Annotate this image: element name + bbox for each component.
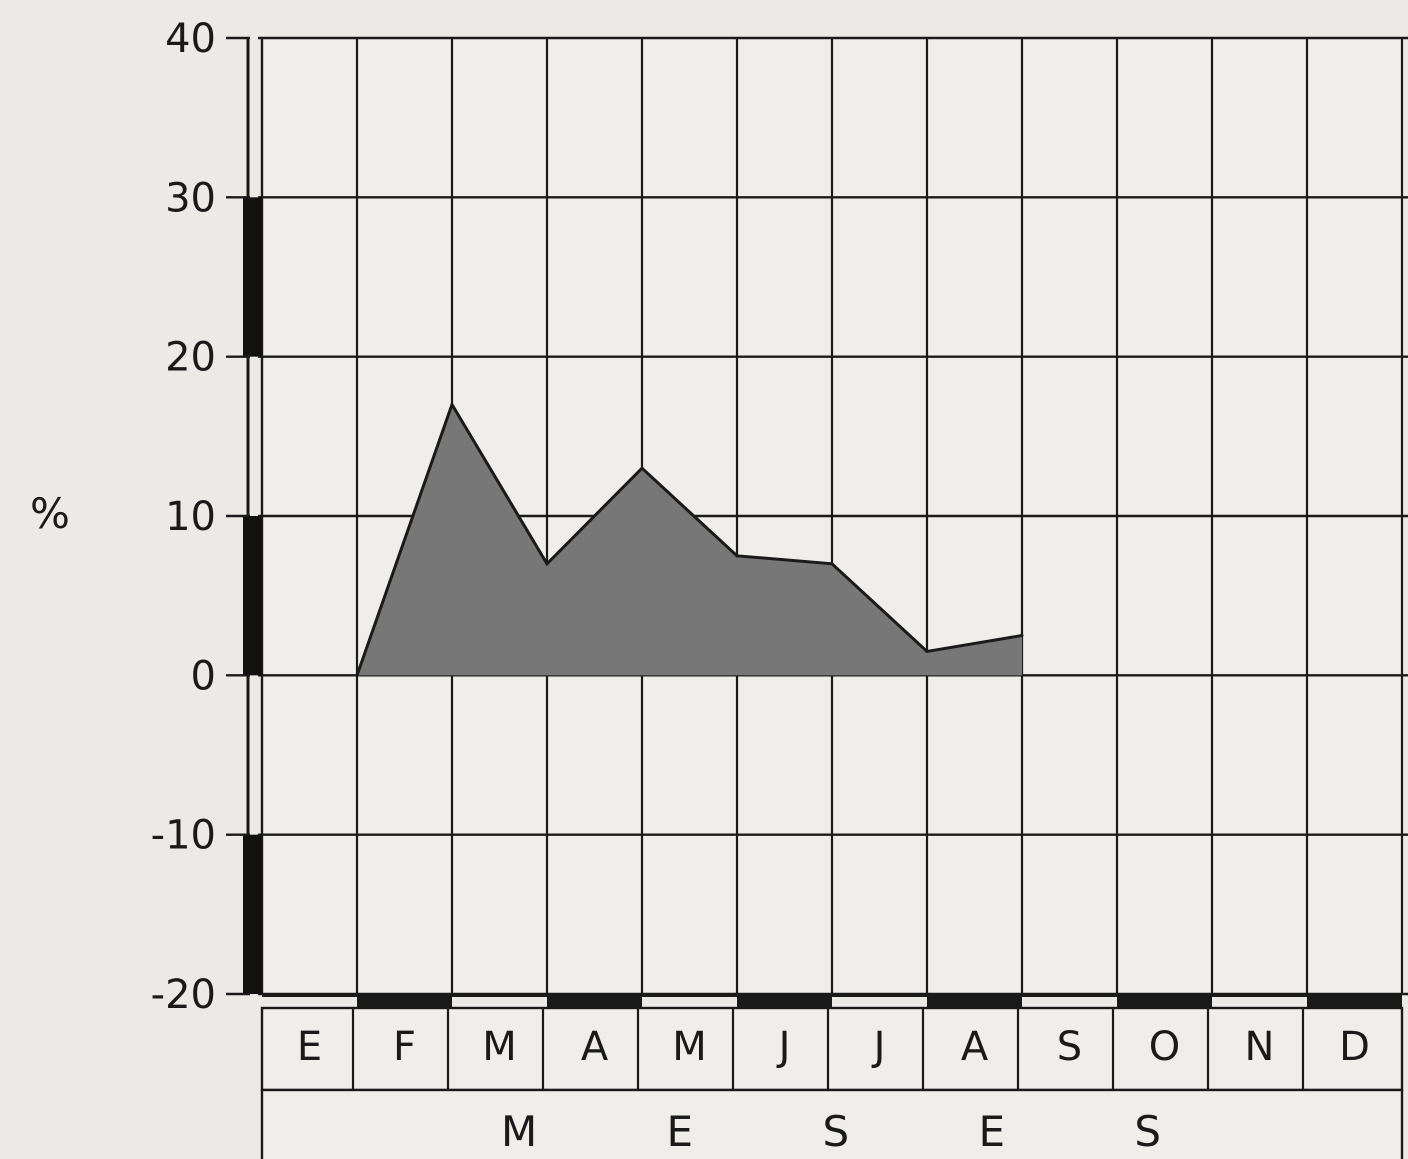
y-axis-bar-0 xyxy=(243,197,262,357)
month-row-box xyxy=(260,1006,1404,1092)
area-series xyxy=(355,400,1024,677)
month-label-10: N xyxy=(1245,1024,1275,1070)
data-point-7 xyxy=(1020,634,1024,637)
x-axis-label-frame xyxy=(260,1088,1404,1159)
y-tick-labels: 40 30 20 10 0 -10 -20 xyxy=(151,16,250,1018)
bottom-band-4 xyxy=(1117,996,1212,1008)
y-axis-bar-2 xyxy=(243,834,262,994)
y-tick-label-0: 40 xyxy=(165,16,216,62)
data-point-3 xyxy=(640,466,644,470)
x-axis-label-box xyxy=(260,1088,1404,1159)
bottom-band-0 xyxy=(357,996,452,1008)
month-label-8: S xyxy=(1057,1024,1082,1070)
month-label-11: D xyxy=(1339,1024,1370,1070)
month-label-0: E xyxy=(297,1024,322,1070)
month-label-3: A xyxy=(581,1024,609,1070)
y-tick-label-3: 10 xyxy=(165,494,216,540)
area-fill xyxy=(357,404,1022,676)
data-point-1 xyxy=(450,402,454,406)
y-tick-label-1: 30 xyxy=(165,175,216,221)
bottom-band-1 xyxy=(547,996,642,1008)
month-label-9: O xyxy=(1149,1024,1180,1070)
data-point-2 xyxy=(545,562,549,566)
data-point-6 xyxy=(925,649,929,653)
y-tick-label-6: -20 xyxy=(151,972,216,1018)
month-label-7: A xyxy=(961,1024,989,1070)
bottom-band-3 xyxy=(927,996,1022,1008)
bottom-band-2 xyxy=(737,996,832,1008)
data-point-0 xyxy=(355,673,359,677)
month-label-5: J xyxy=(776,1024,791,1070)
x-axis-label: M E S E S xyxy=(501,1107,1219,1156)
y-tick-label-5: -10 xyxy=(151,813,216,859)
y-tick-label-2: 20 xyxy=(165,335,216,381)
area-line xyxy=(355,400,1023,676)
month-label-2: M xyxy=(482,1024,517,1070)
bottom-band-5 xyxy=(1307,996,1402,1008)
y-axis-bar-1 xyxy=(243,516,262,676)
data-point-5 xyxy=(830,562,834,566)
month-label-4: M xyxy=(672,1024,707,1070)
y-axis-label: % xyxy=(30,489,70,538)
month-label-1: F xyxy=(393,1024,416,1070)
data-point-4 xyxy=(735,554,739,558)
y-tick-label-4: 0 xyxy=(191,653,216,699)
month-label-6: J xyxy=(871,1024,886,1070)
